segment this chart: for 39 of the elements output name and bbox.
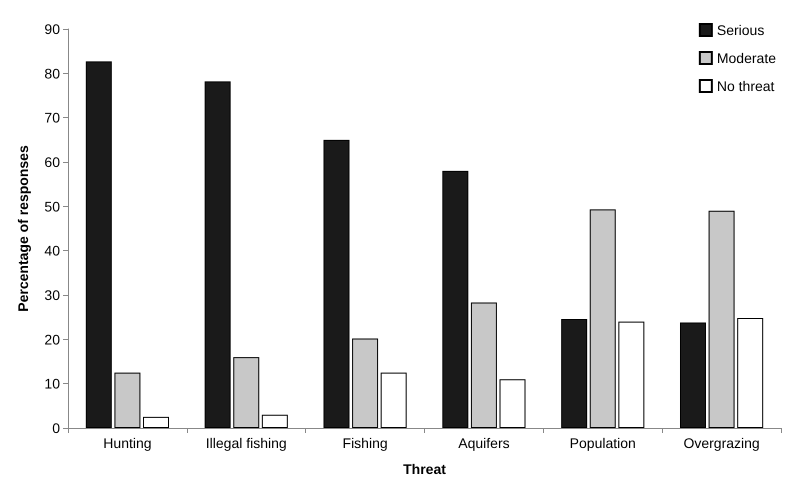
y-tick-label: 50 — [44, 198, 60, 214]
x-tick-label: Population — [570, 435, 636, 451]
bar — [737, 318, 764, 428]
bar — [708, 210, 735, 428]
y-tick-label: 70 — [44, 110, 60, 126]
bar — [618, 322, 644, 428]
bar — [680, 322, 706, 428]
x-tick-label: Fishing — [342, 435, 388, 451]
legend-label: No threat — [716, 78, 775, 94]
x-tick-label: Hunting — [103, 435, 152, 451]
y-axis-title: Percentage of responses — [15, 145, 31, 312]
x-tick-label: Illegal fishing — [206, 435, 287, 451]
bar — [380, 372, 407, 428]
y-tick-label: 20 — [44, 331, 60, 348]
bar — [114, 372, 140, 428]
legend-label: Moderate — [716, 50, 776, 66]
y-tick-label: 30 — [44, 287, 60, 303]
bar — [500, 379, 526, 428]
x-axis-title: Threat — [403, 461, 446, 477]
y-tick-label: 10 — [44, 376, 60, 392]
bar — [143, 416, 170, 428]
bar — [204, 81, 231, 428]
bar — [442, 170, 468, 428]
bar — [233, 357, 260, 428]
x-tick-label: Overgrazing — [683, 435, 760, 451]
bar — [590, 209, 616, 428]
bar — [323, 140, 350, 428]
y-tick-label: 60 — [44, 154, 60, 170]
y-tick-label: 80 — [44, 65, 60, 82]
y-tick-label: 0 — [52, 420, 60, 436]
y-tick-label: 90 — [44, 21, 60, 37]
x-tick-label: Aquifers — [458, 435, 510, 451]
bar — [470, 302, 497, 428]
y-tick-label: 40 — [44, 242, 60, 259]
bar — [86, 61, 112, 428]
bar — [561, 318, 588, 428]
bar — [262, 414, 288, 428]
legend-label: Serious — [716, 22, 764, 38]
bar — [352, 338, 378, 428]
